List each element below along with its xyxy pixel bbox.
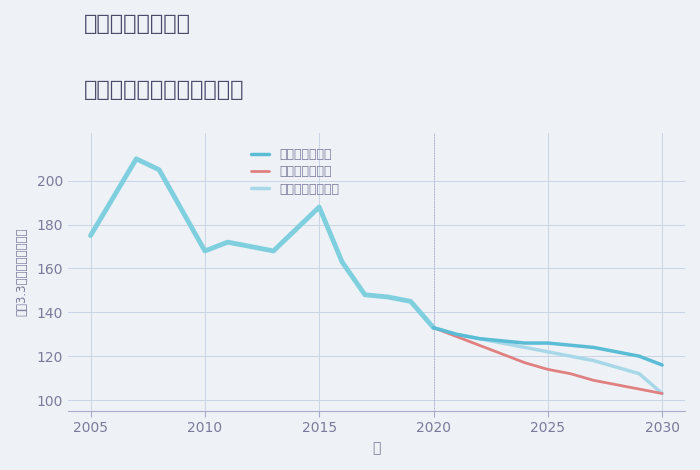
ノーマルシナリオ [498, 340, 506, 346]
グッドシナリオ [475, 336, 484, 342]
グッドシナリオ [452, 331, 461, 337]
グッドシナリオ [612, 349, 621, 355]
X-axis label: 年: 年 [372, 441, 381, 455]
グッドシナリオ [521, 340, 529, 346]
バッドシナリオ [612, 382, 621, 388]
Legend: グッドシナリオ, バッドシナリオ, ノーマルシナリオ: グッドシナリオ, バッドシナリオ, ノーマルシナリオ [247, 144, 343, 200]
Line: ノーマルシナリオ: ノーマルシナリオ [433, 328, 662, 393]
ノーマルシナリオ [566, 353, 575, 359]
Y-axis label: 平（3.3㎡）単価（万円）: 平（3.3㎡）単価（万円） [15, 227, 28, 316]
グッドシナリオ [566, 343, 575, 348]
ノーマルシナリオ [475, 336, 484, 342]
グッドシナリオ [589, 345, 598, 350]
ノーマルシナリオ [658, 391, 666, 396]
バッドシナリオ [658, 391, 666, 396]
バッドシナリオ [498, 351, 506, 357]
ノーマルシナリオ [635, 371, 643, 376]
グッドシナリオ [498, 338, 506, 344]
ノーマルシナリオ [521, 345, 529, 350]
バッドシナリオ [429, 325, 438, 330]
バッドシナリオ [566, 371, 575, 376]
ノーマルシナリオ [452, 331, 461, 337]
ノーマルシナリオ [429, 325, 438, 330]
バッドシナリオ [544, 367, 552, 372]
Text: 兵庫県夢前川駅の: 兵庫県夢前川駅の [84, 14, 191, 34]
グッドシナリオ [635, 353, 643, 359]
Text: 中古マンションの価格推移: 中古マンションの価格推移 [84, 80, 244, 100]
Line: グッドシナリオ: グッドシナリオ [433, 328, 662, 365]
バッドシナリオ [589, 377, 598, 383]
バッドシナリオ [635, 386, 643, 392]
グッドシナリオ [658, 362, 666, 368]
グッドシナリオ [544, 340, 552, 346]
バッドシナリオ [452, 334, 461, 339]
ノーマルシナリオ [544, 349, 552, 355]
バッドシナリオ [521, 360, 529, 366]
ノーマルシナリオ [589, 358, 598, 363]
バッドシナリオ [475, 343, 484, 348]
Line: バッドシナリオ: バッドシナリオ [433, 328, 662, 393]
グッドシナリオ [429, 325, 438, 330]
ノーマルシナリオ [612, 364, 621, 370]
